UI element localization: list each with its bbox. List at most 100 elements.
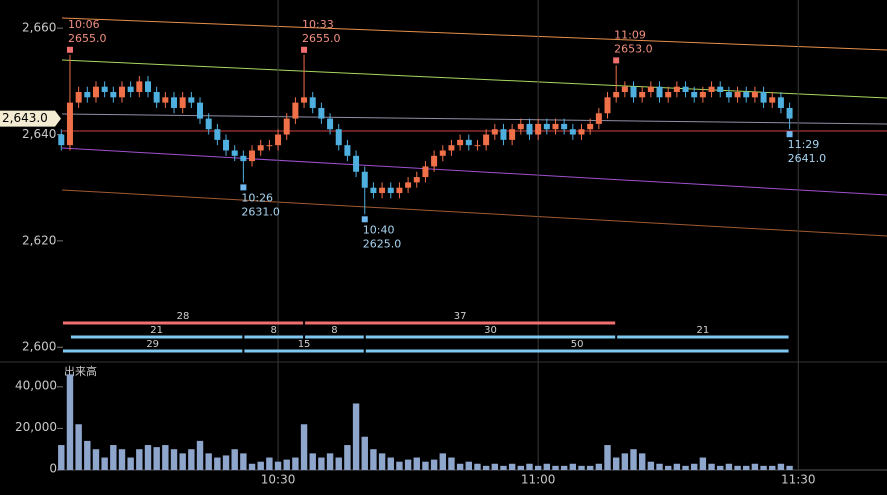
y-tick-label: 40,000 <box>15 378 57 392</box>
candle-body <box>292 102 299 119</box>
candle-body <box>257 145 264 151</box>
volume-bar <box>439 453 446 470</box>
trend-line <box>61 147 887 196</box>
volume-bar <box>500 465 507 470</box>
candle-body <box>526 123 533 135</box>
candle-body <box>188 97 195 103</box>
candle-body <box>205 118 212 130</box>
volume-bar <box>170 449 178 470</box>
candle-body <box>413 177 420 183</box>
candle-body <box>396 187 403 194</box>
volume-bar <box>248 463 256 470</box>
volume-bar <box>101 457 108 470</box>
candle-body <box>127 86 134 92</box>
candle-body <box>769 97 776 103</box>
trend-line <box>61 59 887 99</box>
annotation-price: 2625.0 <box>363 237 402 250</box>
candle-body <box>457 139 464 146</box>
candle-body <box>777 97 784 108</box>
volume-bar <box>162 445 169 470</box>
candle-body <box>214 129 221 140</box>
volume-bar <box>257 461 264 470</box>
candle-body <box>75 91 82 103</box>
count-label: 8 <box>331 325 337 336</box>
candle-body <box>179 97 186 108</box>
volume-bar <box>66 374 74 470</box>
candle-body <box>145 81 151 92</box>
trend-line <box>61 189 887 237</box>
y-tick-label: 2,660 <box>22 21 56 35</box>
count-label: 37 <box>454 311 467 322</box>
volume-bar <box>344 445 351 470</box>
candle-body <box>405 182 412 188</box>
volume-bar <box>396 461 403 470</box>
candle-body <box>266 145 273 147</box>
candle-body <box>621 86 628 92</box>
candle-body <box>465 139 472 146</box>
volume-bar <box>179 453 186 470</box>
count-label: 50 <box>571 339 584 350</box>
annotation-marker <box>786 131 793 138</box>
volume-bar <box>465 461 472 470</box>
candle-body <box>734 91 741 98</box>
volume-bar <box>760 465 767 470</box>
volume-bar <box>196 440 204 470</box>
candle-body <box>136 81 143 92</box>
volume-bar <box>699 457 707 470</box>
volume-bar <box>656 463 663 470</box>
annotation-price: 2655.0 <box>68 32 107 45</box>
candle-body <box>448 145 455 151</box>
count-label: 21 <box>150 325 163 336</box>
candle-body <box>387 187 394 194</box>
count-bar <box>63 349 243 353</box>
volume-bar <box>456 463 464 470</box>
count-bar <box>365 335 616 339</box>
candle-body <box>58 134 65 146</box>
candle-body <box>717 86 724 92</box>
volume-bar <box>474 463 481 470</box>
candle-body <box>361 171 368 188</box>
candle-body <box>171 97 178 108</box>
candle-body <box>751 91 758 98</box>
volume-bar <box>144 445 152 470</box>
candle-body <box>708 86 715 92</box>
volume-bar <box>318 457 325 470</box>
volume-bar <box>404 459 412 470</box>
candle-body <box>431 155 438 167</box>
volume-bar <box>75 424 82 470</box>
volume-bar <box>335 457 342 470</box>
candle-body <box>682 86 689 92</box>
volume-bar <box>430 459 438 470</box>
volume-bar <box>205 453 212 470</box>
volume-bar <box>283 459 290 470</box>
candles <box>58 54 793 215</box>
volume-bar <box>691 463 698 470</box>
candle-body <box>673 86 680 92</box>
volume-bar <box>534 465 542 470</box>
volume-bar <box>647 461 655 470</box>
candle-body <box>231 150 238 156</box>
annotation-price: 2653.0 <box>614 42 653 55</box>
y-tick-label: 20,000 <box>15 420 57 434</box>
candle-body <box>283 118 290 135</box>
candle-body <box>197 102 204 119</box>
count-bar <box>244 349 364 353</box>
volume-bar <box>58 445 65 470</box>
volume-bar <box>136 449 143 470</box>
volume-bar <box>578 465 585 470</box>
candle-body <box>587 123 594 130</box>
y-tick-label: 2,620 <box>22 233 56 247</box>
count-bar <box>244 335 304 339</box>
volume-bar <box>751 463 759 470</box>
volume-bar <box>638 453 646 470</box>
volume-bar <box>387 457 394 470</box>
candle-body <box>665 91 672 98</box>
volume-bar <box>604 445 611 470</box>
volume-bar <box>560 465 568 470</box>
count-bar <box>305 335 364 339</box>
volume-bar <box>595 463 603 470</box>
annotation-marker <box>613 57 620 64</box>
volume-bar <box>222 455 230 470</box>
candle-body <box>223 139 230 151</box>
candle-body <box>439 150 446 156</box>
